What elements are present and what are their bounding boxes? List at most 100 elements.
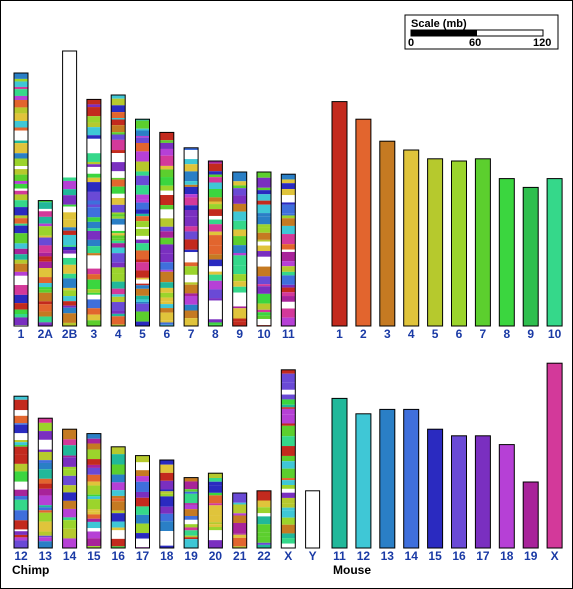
synteny-band: [208, 522, 223, 525]
chromosome-label: 18: [160, 549, 174, 563]
chromosome-12: 12: [13, 395, 29, 563]
synteny-band: [86, 494, 101, 497]
synteny-band: [14, 140, 28, 144]
synteny-band: [257, 516, 271, 525]
synteny-band: [38, 223, 53, 227]
synteny-band: [281, 423, 296, 426]
chromosome-outline: [305, 490, 321, 549]
synteny-band: [111, 281, 126, 289]
synteny-band: [38, 483, 53, 489]
synteny-band: [111, 95, 126, 99]
synteny-band: [38, 289, 53, 293]
synteny-band: [111, 240, 126, 244]
synteny-band: [111, 193, 126, 198]
synteny-band: [86, 320, 101, 326]
synteny-band: [14, 243, 28, 249]
synteny-band: [111, 247, 126, 254]
synteny-band: [14, 89, 28, 96]
synteny-band: [281, 497, 296, 504]
synteny-band: [135, 283, 150, 286]
synteny-band: [111, 153, 126, 163]
synteny-band: [184, 147, 199, 151]
synteny-band: [159, 262, 174, 270]
synteny-band: [62, 246, 77, 251]
synteny-band: [184, 304, 199, 311]
synteny-band: [257, 239, 271, 242]
chromosome-outline: [86, 98, 102, 327]
synteny-band: [232, 306, 247, 309]
synteny-band: [208, 231, 223, 236]
synteny-band: [281, 468, 296, 479]
synteny-band: [135, 135, 150, 138]
synteny-band: [14, 254, 28, 260]
chromosome-10: 10: [256, 171, 272, 341]
synteny-band: [86, 467, 101, 475]
synteny-band: [257, 500, 271, 508]
synteny-band: [111, 454, 126, 465]
scale-legend: Scale (mb) 0 60 120: [404, 14, 559, 50]
synteny-band: [135, 128, 150, 131]
synteny-band: [86, 528, 101, 532]
synteny-band: [38, 200, 53, 203]
synteny-band: [208, 495, 223, 504]
chromosome-20: 20: [207, 472, 223, 563]
chromosome-bar: [355, 413, 372, 549]
synteny-band: [184, 249, 199, 253]
chromosome-13: 13: [37, 417, 53, 563]
synteny-band: [38, 462, 53, 470]
synteny-band: [281, 425, 296, 437]
synteny-band: [62, 278, 77, 288]
synteny-band: [281, 507, 296, 511]
synteny-band: [135, 221, 150, 228]
chromosome-label: 15: [428, 549, 442, 563]
synteny-band: [281, 485, 296, 489]
synteny-band: [135, 239, 150, 244]
synteny-band: [14, 215, 28, 219]
synteny-band: [135, 301, 150, 304]
chromosome-label: 7: [188, 327, 195, 341]
chromosome-outline: [207, 160, 223, 327]
synteny-band: [86, 182, 101, 192]
synteny-band: [86, 485, 101, 495]
synteny-band: [184, 537, 199, 540]
chromosome-7: 7: [474, 158, 491, 341]
synteny-band: [257, 177, 271, 188]
synteny-band: [111, 118, 126, 120]
synteny-band: [281, 382, 296, 390]
synteny-band: [86, 230, 101, 240]
chromosome-6: 6: [159, 131, 175, 341]
scale-tick-120: 120: [533, 37, 551, 49]
chromosome-19: 19: [183, 477, 199, 563]
chromosome-label: 3: [384, 327, 391, 341]
synteny-band: [232, 286, 247, 293]
chromosome-outline: [37, 417, 53, 549]
synteny-band: [281, 503, 296, 508]
synteny-band: [14, 194, 28, 201]
synteny-band: [62, 301, 77, 306]
synteny-band: [184, 539, 199, 548]
chromosome-6: 6: [451, 160, 467, 341]
synteny-band: [257, 303, 271, 310]
synteny-band: [38, 541, 53, 548]
synteny-band: [14, 510, 28, 521]
synteny-band: [86, 135, 101, 139]
chimp-species-label: Chimp: [12, 563, 49, 577]
chromosome-outline: [13, 395, 29, 549]
chromosome-label: 7: [480, 327, 487, 341]
synteny-band: [135, 259, 150, 263]
synteny-band: [281, 234, 296, 245]
synteny-band: [111, 510, 126, 514]
synteny-band: [135, 523, 150, 534]
synteny-band: [14, 200, 28, 208]
synteny-band: [159, 244, 174, 254]
chromosome-label: 5: [432, 327, 439, 341]
chromosome-outline: [159, 131, 175, 327]
synteny-band: [86, 204, 101, 208]
synteny-band: [208, 274, 223, 281]
synteny-band: [159, 545, 174, 548]
synteny-band: [86, 314, 101, 321]
synteny-band: [62, 230, 77, 235]
synteny-band: [14, 113, 28, 121]
chromosome-outline: [37, 200, 53, 327]
synteny-band: [14, 529, 28, 532]
